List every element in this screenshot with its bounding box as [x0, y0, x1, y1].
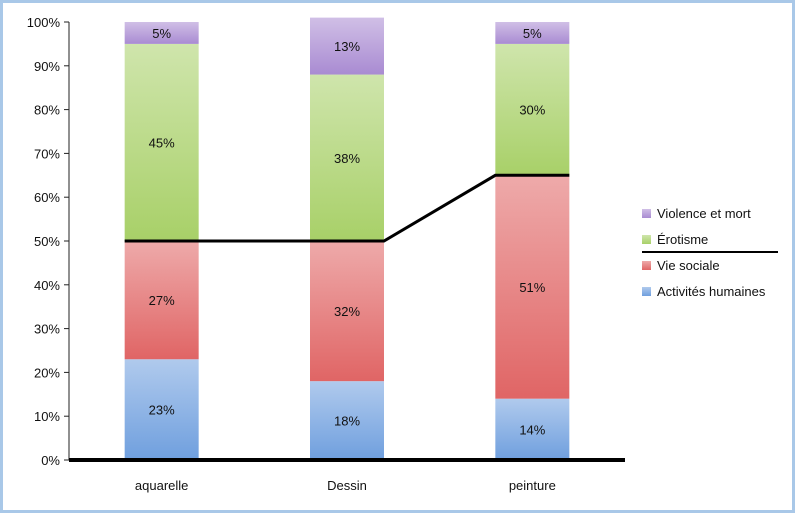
x-tick-label: peinture	[509, 478, 556, 493]
bar-segment	[310, 17, 384, 75]
legend-swatch	[642, 235, 651, 244]
legend-label: Vie sociale	[657, 258, 720, 273]
bar-segment	[310, 241, 384, 382]
data-label: 27%	[149, 293, 175, 308]
stacked-bar-chart: 0% 10% 20% 30% 40% 50% 60% 70% 80% 90% 100% aquarel…	[27, 15, 778, 493]
legend-swatch	[642, 209, 651, 218]
bar-segment	[124, 241, 199, 360]
bar-segment	[124, 43, 199, 242]
y-tick-label: 100%	[27, 15, 61, 30]
axes-group: 0% 10% 20% 30% 40% 50% 60% 70% 80% 90% 100% aquarel…	[27, 15, 625, 493]
y-tick-label: 10%	[34, 409, 60, 424]
data-label: 32%	[334, 304, 360, 319]
bar-segment	[495, 175, 570, 399]
data-label: 5%	[152, 26, 171, 41]
data-label: 13%	[334, 39, 360, 54]
y-tick-label: 30%	[34, 322, 60, 337]
legend-swatch	[642, 287, 651, 296]
data-label: 18%	[334, 414, 360, 429]
bar-segment	[124, 359, 199, 460]
data-label: 38%	[334, 151, 360, 166]
y-tick-label: 50%	[34, 234, 60, 249]
annotation-line	[124, 173, 570, 243]
data-label: 51%	[519, 280, 545, 295]
y-tick-label: 90%	[34, 59, 60, 74]
legend-label: Violence et mort	[657, 206, 751, 221]
bar-segment	[124, 22, 199, 44]
bar-segment	[310, 74, 384, 241]
legend: Violence et mort Érotisme Vie sociale Activ…	[642, 206, 778, 299]
legend-swatch	[642, 261, 651, 270]
data-label: 14%	[519, 422, 545, 437]
y-tick-label: 80%	[34, 103, 60, 118]
y-tick-label: 60%	[34, 190, 60, 205]
y-tick-label: 20%	[34, 365, 60, 380]
data-label: 45%	[149, 135, 175, 150]
y-tick-label: 70%	[34, 146, 60, 161]
legend-label: Érotisme	[657, 232, 708, 247]
bar-segment	[495, 22, 570, 44]
data-label: 30%	[519, 103, 545, 118]
bar-segment	[495, 43, 570, 176]
data-label: 23%	[149, 403, 175, 418]
legend-label: Activités humaines	[657, 284, 766, 299]
bar-segment	[310, 381, 384, 460]
bars-group	[124, 17, 570, 460]
y-tick-label: 0%	[41, 453, 60, 468]
y-tick-label: 40%	[34, 278, 60, 293]
x-tick-label: aquarelle	[135, 478, 189, 493]
x-tick-label: Dessin	[327, 478, 367, 493]
data-label: 5%	[523, 26, 542, 41]
bar-segment	[495, 398, 570, 460]
labels-group: 23% 27% 45% 5% 18% 32% 38% 13% 14% 51% 30% 5%	[124, 26, 570, 437]
